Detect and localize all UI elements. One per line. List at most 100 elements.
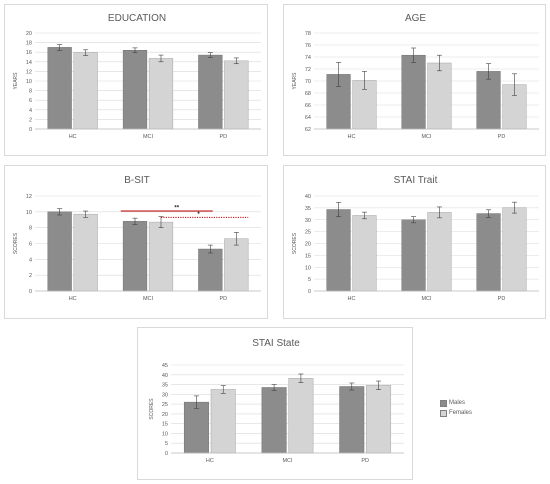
stai-trait-bar-females-pd [502,207,527,292]
stai-state-y-tick-label: 5 [165,441,168,447]
education-y-tick-label: 16 [26,50,32,56]
education-y-tick-label: 20 [26,31,32,37]
b-sit-significance-label-2: * [197,212,200,218]
b-sit-y-tick-label: 6 [29,242,32,248]
stai-trait-y-tick-label: 10 [305,265,311,271]
age-y-axis-label: YEARS [292,72,298,90]
stai-trait-y-tick-label: 5 [308,277,311,283]
age-y-tick-label: 66 [305,103,311,109]
b-sit-y-tick-label: 12 [26,194,32,200]
stai-trait-y-tick-label: 25 [305,230,311,236]
stai-state-bar-males-mci [261,387,287,454]
stai-state-y-tick-label: 10 [162,431,168,437]
stai-trait-x-tick-label-pd: PD [498,296,506,302]
age-x-tick-label-pd: PD [498,134,506,140]
education-bar-males-mci [122,50,148,130]
legend: Males Females [440,398,472,418]
b-sit-y-tick-label: 2 [29,273,32,279]
education-y-axis-label: YEARS [13,72,19,90]
b-sit-bar-females-hc [73,213,98,292]
stai-state-y-tick-label: 35 [162,383,168,389]
education-bar-females-mci [148,58,174,130]
stai-state-y-tick-label: 20 [162,412,168,418]
education-y-tick-label: 12 [26,69,32,75]
stai-state-title: STAI State [252,338,300,349]
education-x-tick-label-pd: PD [220,134,228,140]
stai-state-bar-females-mci [288,378,314,454]
education-y-tick-label: 14 [26,60,32,66]
stai-state-x-tick-label-mci: MCI [282,458,293,464]
b-sit-x-tick-label-mci: MCI [143,296,154,302]
stai-state-x-tick-label-hc: HC [206,458,214,464]
age-x-tick-label-hc: HC [348,134,356,140]
stai-state-y-tick-label: 40 [162,373,168,379]
education-y-tick-label: 4 [29,108,32,114]
age-y-tick-label: 62 [305,127,311,133]
b-sit-x-tick-label-pd: PD [220,296,228,302]
b-sit-y-tick-label: 10 [26,210,32,216]
stai-trait-y-axis-label: SCORES [292,232,298,254]
chart-panel-stai-trait: STAI Trait 0 5 10 15 20 25 30 35 40 SCORES HC MCI PD [283,165,546,319]
b-sit-y-axis-label: SCORES [13,232,19,254]
chart-panel-bsit: B-SIT 0 2 4 6 8 10 12 SCORES HC MCI PD ** * [4,165,268,319]
chart-age: AGE 62 64 66 68 70 72 74 76 78 YEARS HC MCI PD [292,13,539,140]
b-sit-y-tick-label: 8 [29,226,32,232]
stai-trait-y-tick-label: 0 [308,289,311,295]
stai-trait-bar-females-mci [427,212,452,292]
legend-item-males: Males [440,398,472,408]
age-y-tick-label: 72 [305,67,311,73]
education-x-tick-label-mci: MCI [143,134,154,140]
education-bar-males-pd [198,54,223,130]
legend-swatch-males [440,399,447,407]
stai-trait-y-tick-label: 30 [305,218,311,224]
age-y-tick-label: 68 [305,91,311,97]
education-title: EDUCATION [108,13,166,24]
legend-swatch-females [440,409,447,417]
stai-trait-x-tick-label-hc: HC [348,296,356,302]
stai-state-y-axis-label: SCORES [149,398,155,420]
stai-trait-y-tick-label: 35 [305,206,311,212]
age-y-tick-label: 76 [305,43,311,49]
stai-state-bar-females-hc [210,389,236,454]
b-sit-title: B-SIT [124,175,150,186]
legend-label-males: Males [449,400,466,406]
stai-state-y-tick-label: 30 [162,392,168,398]
education-bar-females-pd [224,60,249,130]
stai-trait-y-tick-label: 40 [305,194,311,200]
education-y-tick-label: 0 [29,127,32,133]
chart-panel-stai-state: STAI State 0 5 10 15 20 25 30 35 40 45 SCORES HC MCI P… [137,327,413,480]
chart-education: EDUCATION 0 2 4 6 8 10 12 14 16 18 20 YEARS HC MCI PD [13,13,261,140]
b-sit-y-tick-label: 0 [29,289,32,295]
b-sit-bar-males-mci [122,221,148,292]
legend-label-females: Females [449,410,473,416]
stai-trait-y-tick-label: 15 [305,253,311,259]
stai-state-y-tick-label: 0 [165,451,168,457]
age-x-tick-label-mci: MCI [421,134,432,140]
b-sit-bar-males-pd [198,248,223,292]
chart-stai-state: STAI State 0 5 10 15 20 25 30 35 40 45 SCORES HC MCI P… [149,338,404,464]
stai-trait-x-tick-label-mci: MCI [421,296,432,302]
stai-trait-y-tick-label: 20 [305,242,311,248]
age-y-tick-label: 64 [305,115,311,121]
b-sit-x-tick-label-hc: HC [69,296,77,302]
b-sit-bar-females-mci [148,221,174,292]
education-bar-males-hc [47,47,72,130]
education-y-tick-label: 18 [26,41,32,47]
education-y-tick-label: 10 [26,79,32,85]
stai-state-y-tick-label: 25 [162,402,168,408]
education-y-tick-label: 6 [29,98,32,104]
stai-trait-title: STAI Trait [394,175,438,186]
stai-state-bar-males-hc [183,401,209,454]
stai-state-y-tick-label: 15 [162,422,168,428]
stai-trait-bar-males-hc [326,209,351,292]
chart-panel-education: EDUCATION 0 2 4 6 8 10 12 14 16 18 20 YEARS HC MCI PD [4,4,268,156]
education-y-tick-label: 2 [29,117,32,123]
education-bar-females-hc [73,52,98,130]
chart-panel-age: AGE 62 64 66 68 70 72 74 76 78 YEARS HC MCI PD [283,4,546,156]
stai-state-x-tick-label-pd: PD [361,458,369,464]
age-y-tick-label: 74 [305,55,311,61]
age-bar-males-pd [476,71,501,130]
stai-trait-bar-females-hc [352,215,377,292]
legend-item-females: Females [440,408,472,418]
